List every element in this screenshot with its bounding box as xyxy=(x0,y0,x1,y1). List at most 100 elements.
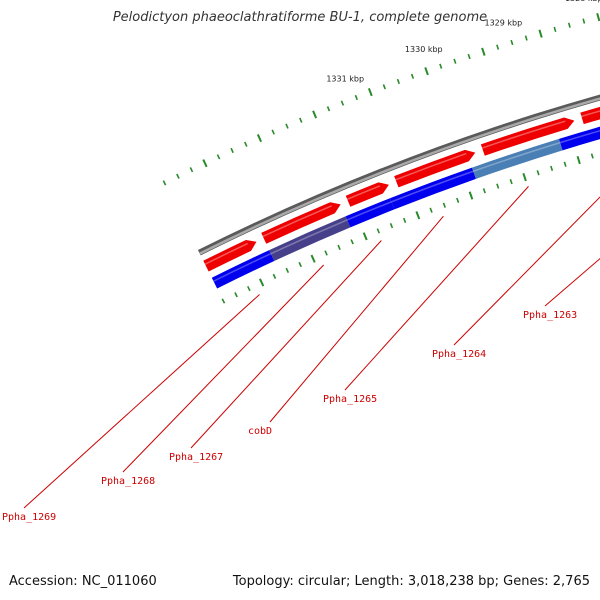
outer-tick xyxy=(326,106,331,112)
outer-tick xyxy=(202,159,208,168)
reverse-gene-6[interactable] xyxy=(559,97,600,151)
inner-tick xyxy=(324,250,328,256)
inner-tick xyxy=(389,223,394,229)
outer-tick xyxy=(340,100,345,106)
outer-tick xyxy=(256,134,263,143)
outer-tick xyxy=(299,117,303,123)
inner-tick xyxy=(482,188,486,194)
gene-label-3[interactable]: Ppha_1267 xyxy=(169,240,382,463)
outer-tick xyxy=(496,44,500,50)
outer-tick xyxy=(439,63,443,69)
inner-tick xyxy=(496,183,500,189)
outer-tick xyxy=(467,53,471,60)
outer-tick xyxy=(424,67,429,76)
outer-tick xyxy=(216,154,221,160)
inner-tick xyxy=(221,298,226,304)
inner-tick xyxy=(376,228,381,234)
outer-tick xyxy=(553,26,557,33)
inner-tick xyxy=(247,285,251,292)
inner-tick xyxy=(258,278,265,287)
inner-tick xyxy=(285,267,290,274)
reverse-gene-5[interactable] xyxy=(472,138,563,179)
gene-label-6[interactable]: Ppha_1264 xyxy=(432,152,600,360)
gene-fwd-2[interactable] xyxy=(261,202,341,244)
inner-tick xyxy=(590,153,594,159)
svg-text:Ppha_1263: Ppha_1263 xyxy=(523,310,577,321)
backbone-arc-shadow xyxy=(197,94,600,256)
gene-label-1[interactable]: Ppha_1269 xyxy=(2,294,260,523)
reverse-strand-genes xyxy=(211,97,600,289)
gene-label-5[interactable]: Ppha_1265 xyxy=(323,186,529,405)
outer-tick xyxy=(162,180,167,186)
outer-tick xyxy=(367,88,373,97)
inner-tick xyxy=(350,239,354,245)
gene-labels: Ppha_1269 Ppha_1268 Ppha_1267 cobD Ppha_1265… xyxy=(2,125,600,523)
inner-tick xyxy=(442,202,446,208)
outer-tick xyxy=(189,167,194,173)
inner-tick xyxy=(272,273,277,279)
kbp-label: 1329 kbp xyxy=(484,18,522,27)
inner-tick xyxy=(402,217,407,224)
svg-text:Ppha_1269: Ppha_1269 xyxy=(2,512,56,523)
svg-text:cobD: cobD xyxy=(248,426,272,437)
reverse-gene-1[interactable] xyxy=(211,250,275,289)
outer-tick xyxy=(382,84,386,90)
inner-tick xyxy=(550,165,554,172)
reverse-gene-4[interactable] xyxy=(389,167,476,210)
inner-tick-marks xyxy=(221,153,594,304)
gene-fwd-1[interactable] xyxy=(203,240,257,272)
outer-tick xyxy=(582,18,586,24)
genome-summary-text: Topology: circular; Length: 3,018,238 bp… xyxy=(232,574,590,589)
outer-tick xyxy=(176,173,180,179)
outer-tick xyxy=(510,39,514,46)
inner-tick xyxy=(234,292,238,298)
outer-tick xyxy=(312,110,318,119)
gene-label-4[interactable]: cobD xyxy=(248,215,444,437)
inner-tick xyxy=(429,207,433,213)
kbp-label: 1330 kbp xyxy=(405,45,443,54)
outer-tick xyxy=(230,147,234,154)
backbone-arc xyxy=(199,97,600,255)
forward-strand-genes xyxy=(203,98,600,272)
outer-tick xyxy=(271,129,275,135)
svg-text:Ppha_1264: Ppha_1264 xyxy=(432,349,486,360)
accession-text: Accession: NC_011060 xyxy=(9,574,157,589)
inner-tick xyxy=(415,211,421,220)
reverse-gene-3[interactable] xyxy=(345,198,395,228)
inner-tick xyxy=(576,155,581,165)
outer-tick xyxy=(396,78,401,85)
outer-tick-marks xyxy=(162,12,600,186)
kbp-scale-labels: 1325 kbp1326 kbp1327 kbp1328 kbp1329 kbp… xyxy=(326,0,600,84)
inner-tick xyxy=(468,191,474,200)
gene-fwd-3[interactable] xyxy=(345,182,389,207)
gene-label-2[interactable]: Ppha_1268 xyxy=(101,264,324,487)
kbp-label: 1328 kbp xyxy=(565,0,600,3)
outer-tick xyxy=(410,73,415,79)
outer-tick xyxy=(538,29,543,38)
inner-tick xyxy=(509,178,513,185)
inner-tick xyxy=(298,261,302,268)
inner-tick xyxy=(310,254,316,263)
inner-tick xyxy=(563,161,567,167)
outer-tick xyxy=(596,12,600,22)
inner-tick xyxy=(362,232,368,241)
inner-tick xyxy=(456,197,460,203)
gene-fwd-4[interactable] xyxy=(394,149,476,188)
kbp-label: 1331 kbp xyxy=(326,75,364,84)
inner-tick xyxy=(536,170,540,176)
outer-tick xyxy=(453,58,457,64)
gene-fwd-5[interactable] xyxy=(480,117,575,156)
genome-backbone xyxy=(197,94,600,256)
outer-tick xyxy=(244,141,248,147)
outer-tick xyxy=(481,47,486,56)
gene-label-7[interactable]: Ppha_1263 xyxy=(523,125,600,321)
outer-tick xyxy=(524,35,528,41)
svg-text:Ppha_1268: Ppha_1268 xyxy=(101,476,155,487)
map-title: Pelodictyon phaeoclathratiforme BU-1, co… xyxy=(112,10,488,25)
inner-tick xyxy=(522,172,527,182)
outer-tick xyxy=(567,22,571,28)
gene-fwd-6[interactable] xyxy=(580,98,600,125)
reverse-gene-2[interactable] xyxy=(269,216,351,262)
